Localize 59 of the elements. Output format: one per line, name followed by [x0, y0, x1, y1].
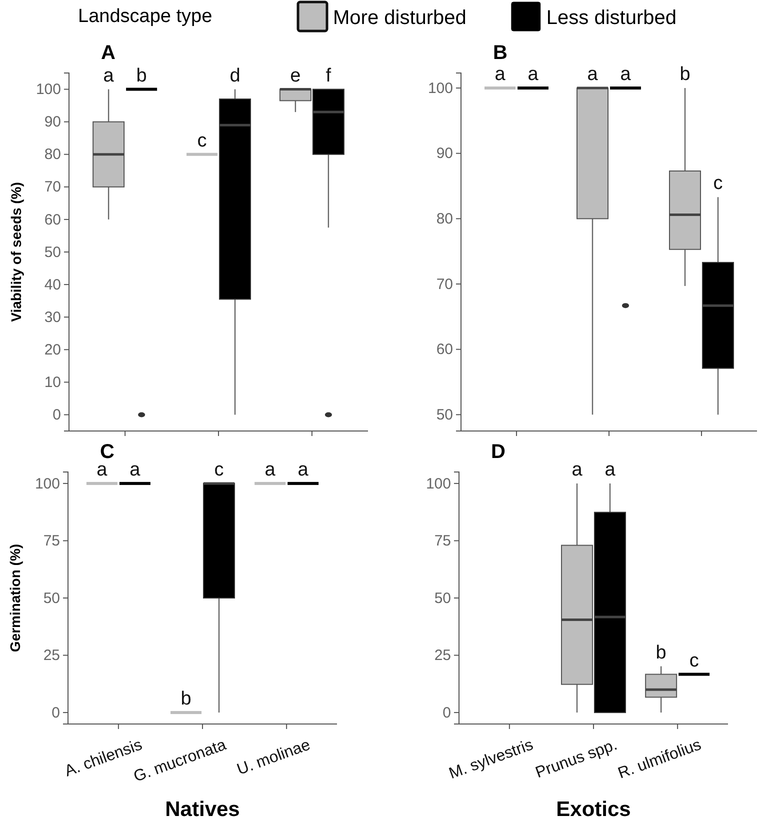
y-tick-label: 20 — [44, 341, 61, 358]
annotation: a — [587, 64, 598, 86]
y-tick-label: 80 — [44, 146, 61, 164]
annotation: a — [264, 459, 276, 480]
chart-title: D — [491, 441, 506, 463]
y-tick-label: 0 — [442, 704, 451, 722]
y-tick-label: 10 — [44, 374, 61, 391]
x-axis-title: Exotics — [556, 798, 631, 821]
y-axis-title: Viability of seeds (%) — [8, 182, 24, 322]
legend-label: Less disturbed — [546, 7, 676, 29]
annotation: a — [130, 459, 141, 480]
y-tick-label: 90 — [436, 145, 453, 162]
legend-label: More disturbed — [333, 7, 466, 29]
y-tick-label: 80 — [436, 210, 453, 228]
y-tick-label: 40 — [44, 276, 61, 294]
annotation: b — [656, 642, 666, 664]
annotation: b — [180, 688, 192, 710]
annotation: c — [214, 459, 224, 480]
annotation: f — [326, 65, 332, 86]
y-tick-label: 60 — [44, 211, 61, 228]
y-tick-label: 90 — [44, 114, 61, 131]
annotation: a — [494, 64, 506, 86]
y-tick-label: 60 — [436, 341, 453, 358]
annotation: c — [713, 173, 723, 194]
chart-title: B — [493, 42, 508, 64]
annotation: c — [689, 650, 699, 672]
annotation: e — [290, 65, 301, 86]
annotation: a — [604, 459, 616, 480]
legend-title: Landscape type — [78, 6, 212, 27]
annotation: a — [103, 65, 114, 86]
y-tick-label: 100 — [36, 81, 61, 98]
x-axis-title: Natives — [165, 798, 240, 821]
y-tick-label: 25 — [43, 647, 60, 664]
y-tick-label: 30 — [44, 308, 61, 326]
y-tick-label: 0 — [52, 704, 60, 722]
y-tick-label: 50 — [44, 244, 61, 261]
y-axis-title: Germination (%) — [7, 544, 23, 652]
y-tick-label: 70 — [44, 178, 61, 196]
annotation: b — [680, 64, 690, 86]
annotation: a — [620, 64, 632, 86]
y-tick-label: 50 — [436, 406, 453, 424]
x-tick-label: U. molinae — [234, 736, 313, 779]
y-tick-label: 25 — [434, 647, 451, 664]
annotation: a — [572, 459, 583, 480]
chart-title: A — [101, 42, 116, 64]
annotation: a — [298, 459, 309, 480]
y-tick-label: 75 — [434, 532, 451, 550]
y-tick-label: 100 — [426, 475, 451, 492]
y-tick-label: 0 — [52, 406, 61, 424]
y-tick-label: 100 — [428, 80, 453, 97]
y-tick-label: 100 — [34, 475, 60, 492]
y-tick-label: 50 — [434, 590, 451, 607]
annotation: b — [136, 65, 147, 86]
annotation: a — [528, 64, 539, 86]
y-tick-label: 75 — [43, 532, 60, 550]
y-tick-label: 50 — [43, 590, 60, 607]
annotation: d — [230, 65, 240, 86]
y-tick-label: 70 — [436, 276, 453, 293]
annotation: c — [197, 130, 207, 152]
